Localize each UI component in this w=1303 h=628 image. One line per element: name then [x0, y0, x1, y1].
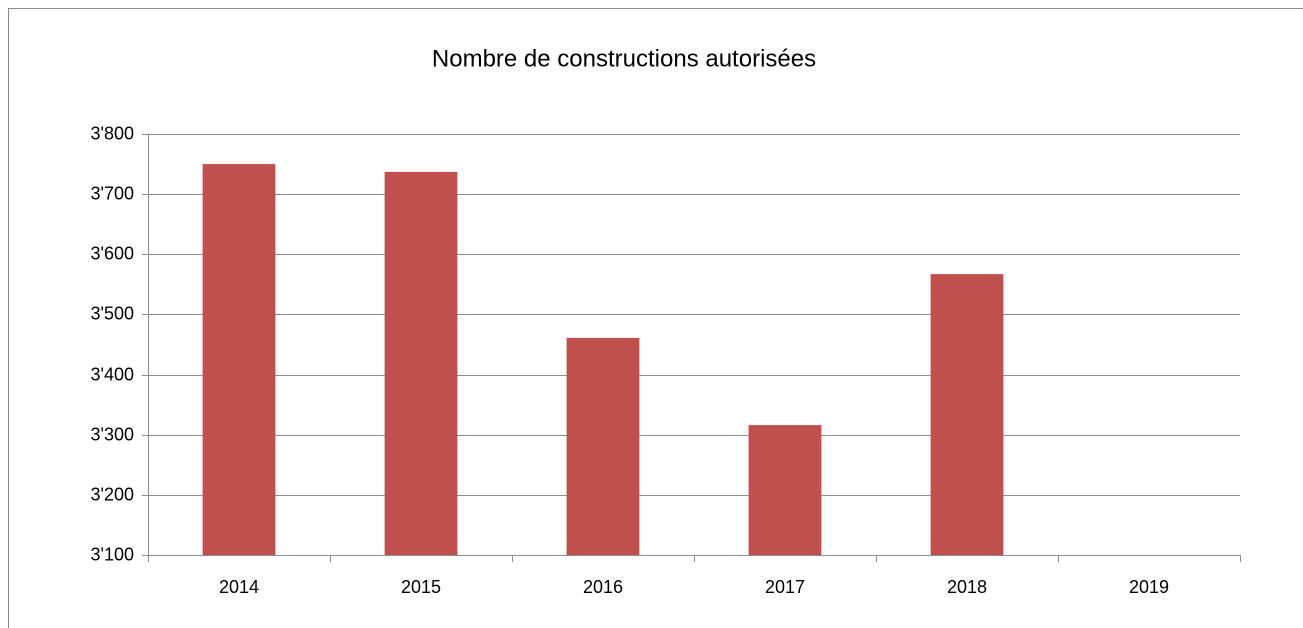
- bar: [748, 425, 822, 555]
- y-tick-label: 3'500: [91, 303, 134, 323]
- x-tick-label: 2018: [947, 577, 987, 597]
- y-tick-label: 3'800: [91, 123, 134, 143]
- bar: [930, 274, 1004, 555]
- x-tick-label: 2019: [1129, 577, 1169, 597]
- y-tick-label: 3'600: [91, 243, 134, 263]
- bar: [566, 337, 640, 555]
- x-tick-label: 2017: [765, 577, 805, 597]
- bar: [384, 171, 458, 555]
- x-tick-label: 2015: [401, 577, 441, 597]
- x-tick-label: 2016: [583, 577, 623, 597]
- y-tick-label: 3'100: [91, 544, 134, 564]
- y-tick-label: 3'300: [91, 424, 134, 444]
- y-tick-label: 3'400: [91, 364, 134, 384]
- chart-title: Nombre de constructions autorisées: [432, 45, 816, 72]
- y-tick-label: 3'700: [91, 183, 134, 203]
- x-tick-label: 2014: [219, 577, 259, 597]
- y-tick-label: 3'200: [91, 484, 134, 504]
- chart-frame: [8, 8, 1303, 628]
- bar: [202, 164, 276, 556]
